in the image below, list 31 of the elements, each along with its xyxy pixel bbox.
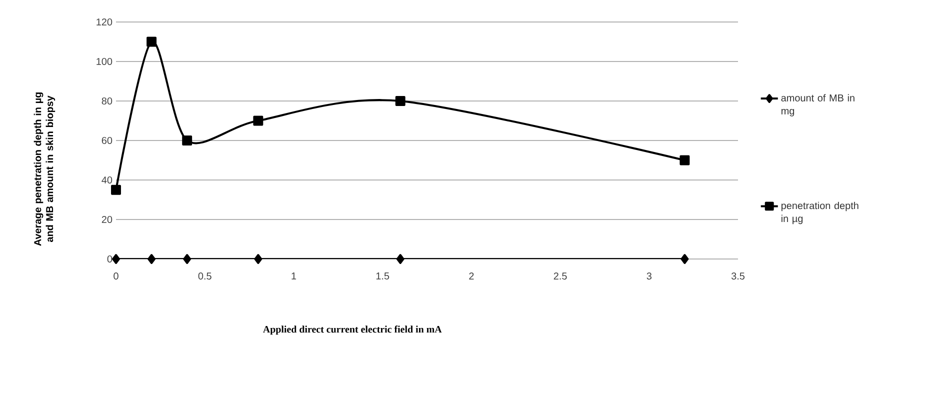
point — [182, 136, 192, 146]
point — [148, 254, 156, 264]
y-axis-title: Average penetration depth in µg and MB amount in skin biopsy — [34, 92, 56, 246]
x-tick-label: 3.5 — [731, 272, 745, 280]
x-tick-label: 0.5 — [198, 272, 212, 280]
y-tick-label: 60 — [102, 136, 112, 144]
y-tick-label: 0 — [107, 255, 112, 263]
point — [253, 116, 264, 126]
x-tick-label: 1.5 — [376, 272, 390, 280]
point — [112, 254, 120, 264]
point — [680, 155, 690, 166]
x-axis-title: Applied direct current electric field in mA — [263, 326, 442, 335]
y-tick-label: 100 — [96, 58, 112, 66]
y-tick-label: 20 — [102, 216, 112, 224]
legend-label: penetration depth in µg — [781, 202, 858, 224]
point — [183, 254, 192, 264]
x-tick-label: 0 — [114, 272, 118, 280]
x-tick-label: 1 — [292, 272, 296, 280]
point — [254, 254, 262, 264]
point — [395, 96, 406, 106]
x-tick-label: 2 — [469, 272, 474, 280]
point — [680, 254, 689, 264]
x-tick-label: 3 — [646, 272, 652, 280]
y-tick-label: 40 — [102, 176, 112, 184]
y-tick-label: 120 — [96, 18, 112, 26]
point — [396, 254, 404, 264]
x-tick-label: 2.5 — [554, 272, 567, 280]
point — [146, 36, 157, 47]
point — [111, 184, 121, 195]
y-tick-label: 80 — [102, 97, 112, 105]
legend-label: amount of MB in mg — [781, 94, 854, 116]
